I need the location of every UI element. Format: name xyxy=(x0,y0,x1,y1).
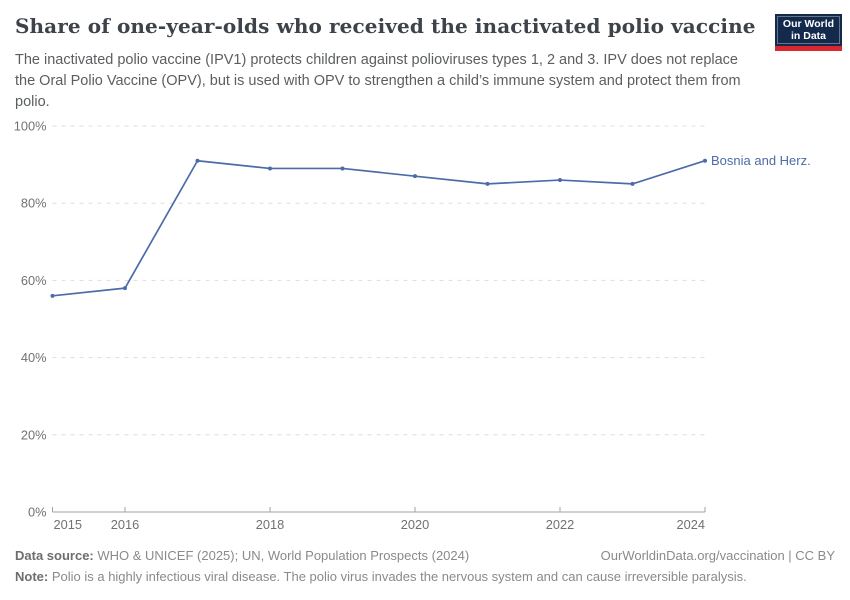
data-point-2020 xyxy=(413,174,417,179)
series-label-bosnia[interactable]: Bosnia and Herz. xyxy=(711,152,811,168)
chart-subtitle: The inactivated polio vaccine (IPV1) pro… xyxy=(15,52,741,111)
x-tick-label-2018: 2018 xyxy=(256,517,284,532)
x-tick-label-2024: 2024 xyxy=(677,517,705,532)
y-tick-label-20: 20% xyxy=(21,427,47,442)
y-tick-label-40: 40% xyxy=(21,350,47,365)
x-tick-label-2015: 2015 xyxy=(54,517,82,532)
footer-note-row: Note: Polio is a highly infectious viral… xyxy=(15,567,835,588)
data-point-2021 xyxy=(485,181,490,186)
owid-logo[interactable]: Our World in Data xyxy=(775,14,842,51)
owid-logo-red-bar xyxy=(775,46,842,51)
data-point-2019 xyxy=(340,166,345,171)
y-tick-label-100: 100% xyxy=(14,119,47,134)
footer-sources-row: Data source: WHO & UNICEF (2025); UN, Wo… xyxy=(15,546,835,567)
owid-logo-box: Our World in Data xyxy=(775,14,842,46)
data-point-2018 xyxy=(268,166,272,171)
data-point-2024 xyxy=(703,158,707,163)
owid-logo-line1: Our World xyxy=(782,17,835,30)
data-source-text: WHO & UNICEF (2025); UN, World Populatio… xyxy=(93,548,470,563)
y-tick-label-0: 0% xyxy=(28,505,47,520)
data-point-2017 xyxy=(195,158,200,163)
data-line-bosnia[interactable] xyxy=(51,159,706,297)
data-point-2015 xyxy=(50,293,55,298)
data-point-2016 xyxy=(123,286,127,291)
chart-footer: Data source: WHO & UNICEF (2025); UN, Wo… xyxy=(15,546,835,588)
data-source-label: Data source: xyxy=(15,548,94,563)
data-source-line: Data source: WHO & UNICEF (2025); UN, Wo… xyxy=(15,546,469,567)
y-tick-label-80: 80% xyxy=(21,196,47,211)
license-link[interactable]: OurWorldinData.org/vaccination | CC BY xyxy=(600,548,835,563)
note-label: Note: xyxy=(15,568,49,584)
x-tick-label-2020: 2020 xyxy=(401,517,429,532)
note-text: Polio is a highly infectious viral disea… xyxy=(48,568,747,584)
page-title: Share of one-year-olds who received the … xyxy=(15,14,756,38)
line-chart: 0% 20% 40% 60% 80% 100% 2015 2016 2018 2020 2022 20… xyxy=(0,110,850,540)
owid-logo-line2: in Data xyxy=(790,30,826,42)
owid-logo-text: Our World in Data xyxy=(777,16,840,44)
x-tick-label-2016: 2016 xyxy=(111,517,139,532)
y-tick-label-60: 60% xyxy=(21,273,47,288)
x-tick-label-2022: 2022 xyxy=(546,517,574,532)
chart-canvas: 0% 20% 40% 60% 80% 100% 2015 2016 2018 2020 2022 20… xyxy=(14,119,707,532)
data-point-2022 xyxy=(558,178,562,183)
data-point-2023 xyxy=(630,181,635,186)
